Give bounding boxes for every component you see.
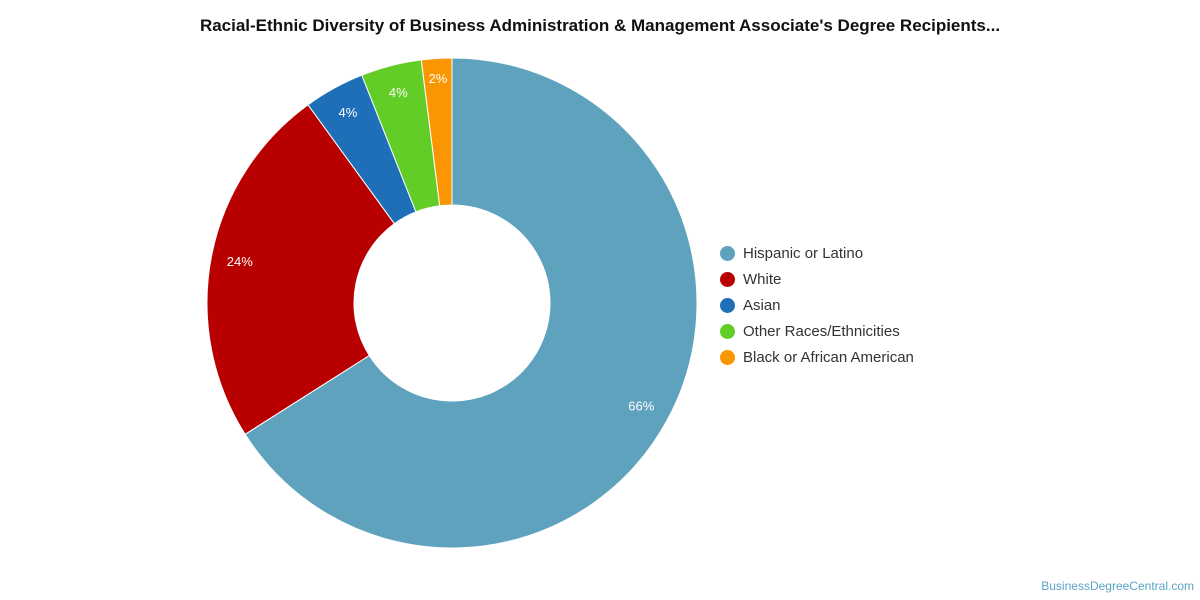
legend-item[interactable]: White [720,266,914,292]
legend-swatch-icon [720,323,735,339]
legend-swatch-icon [720,271,735,287]
slice-data-label: 2% [429,71,448,86]
slice-black-or-african-american[interactable] [420,57,453,207]
slice-data-label: 66% [628,398,654,413]
slice-data-label: 24% [227,254,253,269]
legend-swatch-icon [720,245,735,261]
slice-white[interactable] [206,104,396,435]
legend-item[interactable]: Black or African American [720,344,914,370]
legend-item[interactable]: Asian [720,292,914,318]
legend-swatch-icon [720,349,735,365]
source-credit: BusinessDegreeCentral.com [1041,579,1194,593]
legend-label: Hispanic or Latino [743,244,864,262]
legend-label: Other Races/Ethnicities [743,322,900,340]
chart-title: Racial-Ethnic Diversity of Business Admi… [199,16,1001,35]
legend-item[interactable]: Hispanic or Latino [720,240,914,266]
legend-label: Asian [743,296,781,314]
slice-data-label: 4% [389,85,408,100]
slice-hispanic-or-latino[interactable] [244,57,698,549]
slice-labels-layer: 66% 24% 4% 4% 2% [227,71,655,414]
legend-label: White [743,270,782,288]
legend-label: Black or African American [743,348,914,366]
legend: Hispanic or Latino White Asian Other Rac… [720,240,914,370]
slices-layer [206,57,698,549]
legend-swatch-icon [720,297,735,313]
slice-data-label: 4% [339,105,358,120]
legend-item[interactable]: Other Races/Ethnicities [720,318,914,344]
